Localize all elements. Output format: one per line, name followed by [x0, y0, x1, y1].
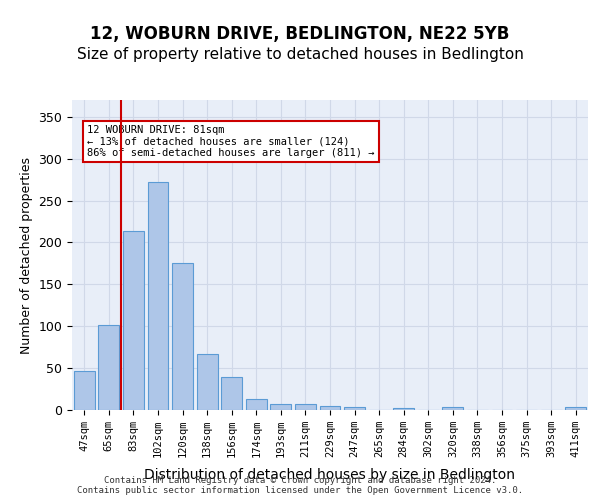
- Bar: [148, 182, 169, 410]
- Bar: [320, 406, 340, 410]
- Bar: [197, 354, 218, 410]
- Y-axis label: Number of detached properties: Number of detached properties: [20, 156, 33, 354]
- Bar: [172, 262, 193, 410]
- Bar: [98, 326, 119, 410]
- Bar: [393, 408, 414, 410]
- Bar: [246, 399, 267, 410]
- Bar: [295, 404, 316, 410]
- Text: Contains HM Land Registry data © Crown copyright and database right 2024.
Contai: Contains HM Land Registry data © Crown c…: [77, 476, 523, 495]
- Text: 12, WOBURN DRIVE, BEDLINGTON, NE22 5YB: 12, WOBURN DRIVE, BEDLINGTON, NE22 5YB: [91, 25, 509, 43]
- Bar: [74, 370, 95, 410]
- Bar: [442, 408, 463, 410]
- Bar: [271, 404, 292, 410]
- Bar: [221, 378, 242, 410]
- Text: Size of property relative to detached houses in Bedlington: Size of property relative to detached ho…: [77, 48, 523, 62]
- X-axis label: Distribution of detached houses by size in Bedlington: Distribution of detached houses by size …: [145, 468, 515, 482]
- Text: 12 WOBURN DRIVE: 81sqm
← 13% of detached houses are smaller (124)
86% of semi-de: 12 WOBURN DRIVE: 81sqm ← 13% of detached…: [88, 125, 375, 158]
- Bar: [344, 406, 365, 410]
- Bar: [123, 230, 144, 410]
- Bar: [565, 408, 586, 410]
